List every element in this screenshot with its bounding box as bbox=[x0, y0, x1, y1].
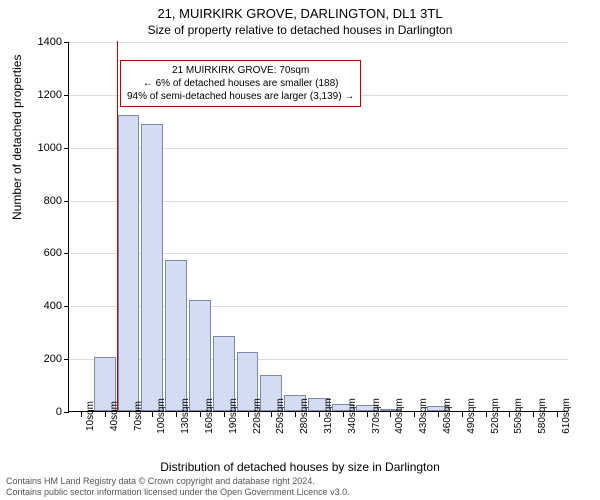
x-tick-mark bbox=[224, 412, 225, 417]
x-tick-label: 460sqm bbox=[442, 398, 453, 434]
x-tick-mark bbox=[438, 412, 439, 417]
y-tick-label: 200 bbox=[22, 353, 62, 365]
annotation-line2: ← 6% of detached houses are smaller (188… bbox=[127, 77, 354, 90]
annotation-box: 21 MUIRKIRK GROVE: 70sqm ← 6% of detache… bbox=[120, 60, 361, 107]
x-tick-mark bbox=[129, 412, 130, 417]
x-tick-mark bbox=[81, 412, 82, 417]
x-tick-label: 550sqm bbox=[513, 398, 524, 434]
histogram-bar bbox=[189, 300, 211, 411]
y-tick-mark bbox=[64, 95, 69, 96]
x-tick-label: 400sqm bbox=[394, 398, 405, 434]
annotation-line3: 94% of semi-detached houses are larger (… bbox=[127, 90, 354, 103]
x-tick-mark bbox=[367, 412, 368, 417]
page-title: 21, MUIRKIRK GROVE, DARLINGTON, DL1 3TL bbox=[0, 0, 600, 21]
x-tick-mark bbox=[486, 412, 487, 417]
x-axis-label: Distribution of detached houses by size … bbox=[0, 460, 600, 474]
page-subtitle: Size of property relative to detached ho… bbox=[0, 21, 600, 37]
x-tick-label: 490sqm bbox=[466, 398, 477, 434]
x-tick-mark bbox=[295, 412, 296, 417]
y-tick-mark bbox=[64, 253, 69, 254]
x-tick-mark bbox=[176, 412, 177, 417]
x-tick-label: 340sqm bbox=[347, 398, 358, 434]
histogram-bar bbox=[118, 115, 140, 411]
y-tick-label: 1400 bbox=[22, 36, 62, 48]
y-tick-label: 1200 bbox=[22, 89, 62, 101]
histogram-bar bbox=[141, 124, 163, 411]
y-tick-label: 600 bbox=[22, 247, 62, 259]
x-tick-mark bbox=[557, 412, 558, 417]
x-tick-mark bbox=[390, 412, 391, 417]
y-tick-mark bbox=[64, 412, 69, 413]
x-tick-mark bbox=[533, 412, 534, 417]
x-tick-mark bbox=[200, 412, 201, 417]
x-tick-label: 430sqm bbox=[418, 398, 429, 434]
x-tick-label: 370sqm bbox=[371, 398, 382, 434]
y-tick-mark bbox=[64, 359, 69, 360]
x-tick-mark bbox=[152, 412, 153, 417]
x-tick-mark bbox=[319, 412, 320, 417]
x-tick-mark bbox=[271, 412, 272, 417]
y-tick-label: 0 bbox=[22, 406, 62, 418]
x-tick-label: 580sqm bbox=[537, 398, 548, 434]
chart-area: 10sqm40sqm70sqm100sqm130sqm160sqm190sqm2… bbox=[68, 42, 568, 412]
y-tick-label: 1000 bbox=[22, 142, 62, 154]
y-tick-mark bbox=[64, 148, 69, 149]
x-tick-mark bbox=[462, 412, 463, 417]
x-tick-mark bbox=[105, 412, 106, 417]
x-tick-label: 520sqm bbox=[490, 398, 501, 434]
x-tick-label: 610sqm bbox=[561, 398, 572, 434]
x-tick-mark bbox=[248, 412, 249, 417]
annotation-line1: 21 MUIRKIRK GROVE: 70sqm bbox=[127, 64, 354, 77]
footer-line1: Contains HM Land Registry data © Crown c… bbox=[6, 476, 350, 487]
x-tick-mark bbox=[414, 412, 415, 417]
footer-line2: Contains public sector information licen… bbox=[6, 487, 350, 498]
grid-line bbox=[69, 42, 568, 43]
x-tick-mark bbox=[343, 412, 344, 417]
y-tick-mark bbox=[64, 306, 69, 307]
x-tick-mark bbox=[509, 412, 510, 417]
footer: Contains HM Land Registry data © Crown c… bbox=[6, 476, 350, 498]
y-tick-label: 800 bbox=[22, 195, 62, 207]
marker-line bbox=[117, 41, 119, 411]
histogram-bar bbox=[165, 260, 187, 411]
y-tick-mark bbox=[64, 201, 69, 202]
y-tick-mark bbox=[64, 42, 69, 43]
y-tick-label: 400 bbox=[22, 300, 62, 312]
